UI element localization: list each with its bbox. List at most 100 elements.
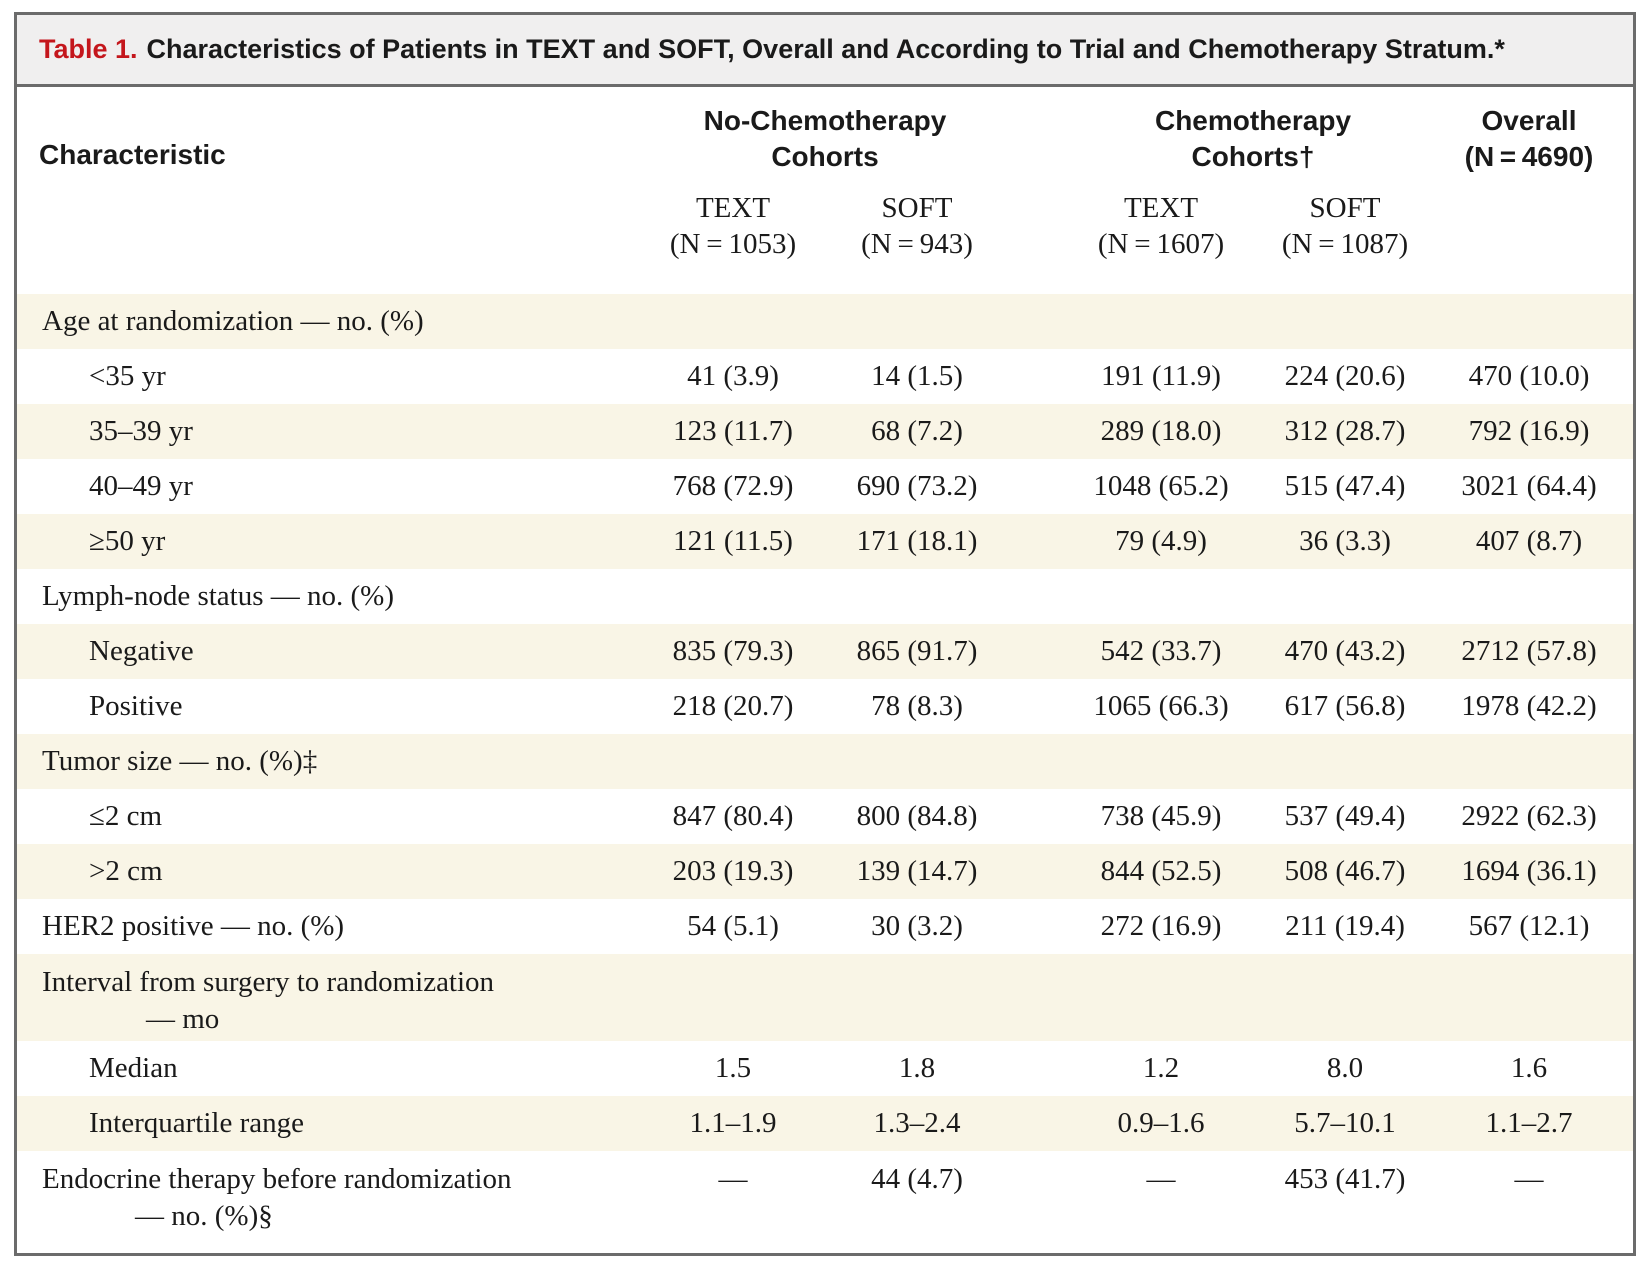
row-label: <35 yr	[89, 360, 166, 392]
row-label-line1: Interval from surgery to randomization	[42, 966, 495, 998]
cell-soft-nochemo: 690 (73.2)	[856, 470, 978, 502]
header-overall-line2: (N = 4690)	[1464, 141, 1594, 172]
table-row: Negative 835 (79.3) 865 (91.7) 542 (33.7…	[17, 624, 1633, 679]
header-no-chemo-line2: Cohorts	[771, 141, 879, 172]
cell-text-chemo: 79 (4.9)	[1115, 525, 1207, 557]
table-header: Characteristic No-Chemotherapy Cohorts C…	[17, 87, 1633, 294]
row-label: >2 cm	[89, 855, 163, 887]
header-trial-n: (N = 943)	[861, 228, 973, 260]
header-overall: Overall (N = 4690)	[1439, 103, 1619, 175]
cell-overall: 407 (8.7)	[1475, 525, 1583, 557]
row-label: Interval from surgery to randomization —…	[42, 964, 602, 1038]
header-no-chemo-line1: No-Chemotherapy	[703, 105, 947, 136]
cell-soft-chemo: 537 (49.4)	[1284, 800, 1406, 832]
cell-soft-nochemo: 171 (18.1)	[856, 525, 978, 557]
row-label-line2: — no. (%)§	[135, 1200, 273, 1232]
header-col-soft-nochemo: SOFT (N = 943)	[827, 190, 1007, 262]
row-label: Age at randomization — no. (%)	[42, 305, 424, 337]
table-row-section: Tumor size — no. (%)‡	[17, 734, 1633, 789]
table-row-section: Interval from surgery to randomization —…	[17, 954, 1633, 1041]
table-row: <35 yr 41 (3.9) 14 (1.5) 191 (11.9) 224 …	[17, 349, 1633, 404]
cell-soft-chemo: 617 (56.8)	[1284, 690, 1406, 722]
table-caption: Characteristics of Patients in TEXT and …	[146, 34, 1505, 64]
row-label-line2: — mo	[146, 1003, 220, 1035]
cell-text-nochemo: 123 (11.7)	[673, 415, 793, 447]
cell-overall: 1978 (42.2)	[1461, 690, 1597, 722]
table-row: >2 cm 203 (19.3) 139 (14.7) 844 (52.5) 5…	[17, 844, 1633, 899]
cell-text-chemo: 289 (18.0)	[1100, 415, 1222, 447]
row-label: Endocrine therapy before randomization —…	[42, 1161, 602, 1235]
header-col-text-nochemo: TEXT (N = 1053)	[643, 190, 823, 262]
table-body: Age at randomization — no. (%) <35 yr 41…	[17, 294, 1633, 1247]
header-no-chemo-group: No-Chemotherapy Cohorts	[643, 103, 1007, 175]
table-row: ≥50 yr 121 (11.5) 171 (18.1) 79 (4.9) 36…	[17, 514, 1633, 569]
cell-soft-chemo: 508 (46.7)	[1284, 855, 1406, 887]
table-row: Median 1.5 1.8 1.2 8.0 1.6	[17, 1041, 1633, 1096]
cell-text-nochemo: 203 (19.3)	[672, 855, 794, 887]
cell-soft-nochemo: 865 (91.7)	[856, 635, 978, 667]
cell-text-chemo: 844 (52.5)	[1100, 855, 1222, 887]
cell-text-nochemo: —	[718, 1163, 748, 1195]
row-label: Tumor size — no. (%)‡	[42, 745, 318, 777]
cell-text-nochemo: 1.5	[714, 1052, 752, 1084]
table-row: HER2 positive — no. (%) 54 (5.1) 30 (3.2…	[17, 899, 1633, 954]
row-label: 35–39 yr	[89, 415, 193, 447]
cell-overall: 3021 (64.4)	[1461, 470, 1597, 502]
cell-soft-nochemo: 68 (7.2)	[871, 415, 963, 447]
table-title: Table 1. Characteristics of Patients in …	[17, 15, 1633, 87]
cell-text-nochemo: 1.1–1.9	[689, 1107, 777, 1139]
cell-soft-nochemo: 44 (4.7)	[871, 1163, 963, 1195]
cell-soft-nochemo: 30 (3.2)	[871, 910, 963, 942]
cell-text-nochemo: 768 (72.9)	[672, 470, 794, 502]
cell-soft-chemo: 36 (3.3)	[1299, 525, 1391, 557]
table-row-section: Lymph-node status — no. (%)	[17, 569, 1633, 624]
table-row: Endocrine therapy before randomization —…	[17, 1151, 1633, 1247]
cell-soft-chemo: 470 (43.2)	[1284, 635, 1406, 667]
header-trial-n: (N = 1607)	[1097, 228, 1225, 260]
header-trial-n: (N = 1053)	[669, 228, 797, 260]
cell-text-chemo: 738 (45.9)	[1100, 800, 1222, 832]
cell-soft-chemo: 5.7–10.1	[1294, 1107, 1396, 1139]
header-trial-n: (N = 1087)	[1281, 228, 1409, 260]
cell-soft-chemo: 8.0	[1326, 1052, 1364, 1084]
row-label: Positive	[89, 690, 183, 722]
cell-text-chemo: 191 (11.9)	[1101, 360, 1221, 392]
row-label-line1: Endocrine therapy before randomization	[42, 1163, 512, 1195]
cell-overall: 2712 (57.8)	[1461, 635, 1597, 667]
cell-text-chemo: 1.2	[1142, 1052, 1180, 1084]
cell-text-nochemo: 54 (5.1)	[687, 910, 779, 942]
table-row: 40–49 yr 768 (72.9) 690 (73.2) 1048 (65.…	[17, 459, 1633, 514]
row-label: Interquartile range	[89, 1107, 304, 1139]
cell-soft-chemo: 312 (28.7)	[1284, 415, 1406, 447]
cell-text-chemo: 542 (33.7)	[1100, 635, 1222, 667]
header-characteristic: Characteristic	[39, 139, 226, 170]
cell-overall: 567 (12.1)	[1468, 910, 1590, 942]
cell-soft-nochemo: 78 (8.3)	[871, 690, 963, 722]
row-label: HER2 positive — no. (%)	[42, 910, 345, 942]
cell-soft-chemo: 224 (20.6)	[1284, 360, 1406, 392]
cell-soft-nochemo: 139 (14.7)	[856, 855, 978, 887]
table-row: 35–39 yr 123 (11.7) 68 (7.2) 289 (18.0) …	[17, 404, 1633, 459]
header-trial-name: SOFT	[1309, 192, 1381, 224]
table-row: Positive 218 (20.7) 78 (8.3) 1065 (66.3)…	[17, 679, 1633, 734]
cell-soft-nochemo: 800 (84.8)	[856, 800, 978, 832]
cell-soft-chemo: 515 (47.4)	[1284, 470, 1406, 502]
header-chemo-group: Chemotherapy Cohorts†	[1071, 103, 1435, 175]
header-chemo-line2: Cohorts†	[1191, 141, 1315, 172]
cell-text-nochemo: 847 (80.4)	[672, 800, 794, 832]
table-row: Interquartile range 1.1–1.9 1.3–2.4 0.9–…	[17, 1096, 1633, 1151]
cell-text-chemo: 272 (16.9)	[1100, 910, 1222, 942]
header-trial-name: TEXT	[695, 192, 771, 224]
cell-overall: —	[1514, 1163, 1544, 1195]
row-label: Median	[89, 1052, 178, 1084]
cell-text-chemo: 1065 (66.3)	[1093, 690, 1229, 722]
table-row: ≤2 cm 847 (80.4) 800 (84.8) 738 (45.9) 5…	[17, 789, 1633, 844]
row-label: Negative	[89, 635, 194, 667]
header-chemo-line1: Chemotherapy	[1154, 105, 1352, 136]
header-trial-name: TEXT	[1123, 192, 1199, 224]
cell-overall: 1.6	[1510, 1052, 1548, 1084]
cell-text-chemo: —	[1146, 1163, 1176, 1195]
cell-text-nochemo: 121 (11.5)	[673, 525, 793, 557]
cell-text-nochemo: 835 (79.3)	[672, 635, 794, 667]
cell-overall: 792 (16.9)	[1468, 415, 1590, 447]
